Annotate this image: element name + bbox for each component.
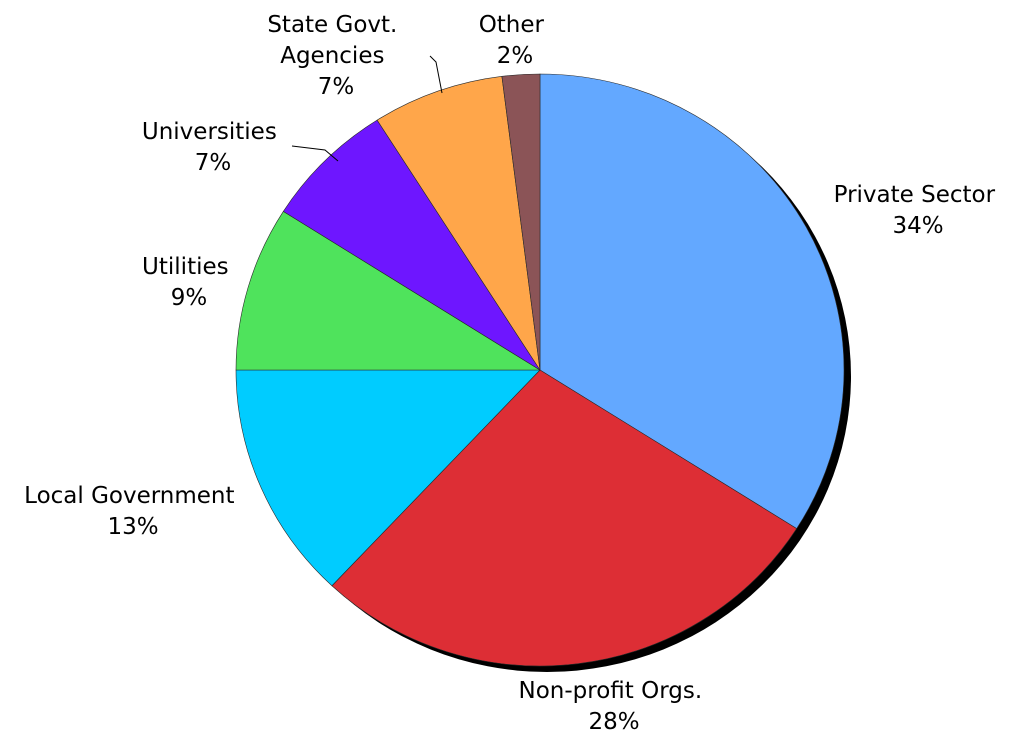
slice-local-government (235, 369, 541, 587)
label-private-sector: Private Sector 34% (834, 182, 1003, 239)
leader-lines (291, 55, 443, 162)
label-state-govt-percent: 7% (318, 74, 355, 100)
label-state-govt-agencies: State Govt. Agencies 7% (267, 12, 404, 100)
label-non-profit: Non-profit Orgs. 28% (519, 678, 710, 732)
leader-line-state-govt (429, 55, 443, 94)
label-other-percent: 2% (497, 43, 534, 69)
slice-state-govt-agencies (376, 75, 541, 371)
label-utilities: Utilities 9% (142, 254, 236, 311)
slice-utilities (235, 210, 542, 371)
label-universities-name: Universities (142, 119, 277, 145)
label-utilities-percent: 9% (171, 285, 208, 311)
slice-other (501, 73, 541, 371)
label-state-govt-line-1: State Govt. (267, 12, 397, 38)
leader-line-universities (291, 145, 339, 162)
label-utilities-name: Utilities (142, 254, 229, 280)
label-state-govt-line-2: Agencies (280, 43, 384, 69)
label-non-profit-percent: 28% (588, 709, 639, 732)
slice-universities (282, 119, 541, 371)
label-private-sector-percent: 34% (892, 213, 943, 239)
label-universities-percent: 7% (195, 150, 232, 176)
label-other-name: Other (479, 12, 545, 38)
label-universities: Universities 7% (142, 119, 284, 176)
label-local-government-name: Local Government (24, 483, 234, 509)
label-non-profit-name: Non-profit Orgs. (519, 678, 703, 704)
pie-slices (235, 73, 845, 667)
label-local-government-percent: 13% (107, 514, 158, 540)
label-private-sector-name: Private Sector (834, 182, 996, 208)
slice-private-sector (539, 73, 845, 530)
label-local-government: Local Government 13% (24, 483, 242, 540)
slice-non-profit-orgs (331, 369, 798, 667)
label-other: Other 2% (479, 12, 552, 69)
